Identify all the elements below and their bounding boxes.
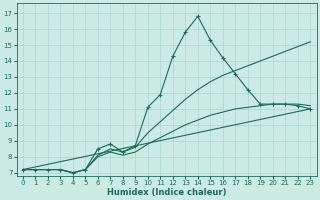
X-axis label: Humidex (Indice chaleur): Humidex (Indice chaleur) (107, 188, 226, 197)
